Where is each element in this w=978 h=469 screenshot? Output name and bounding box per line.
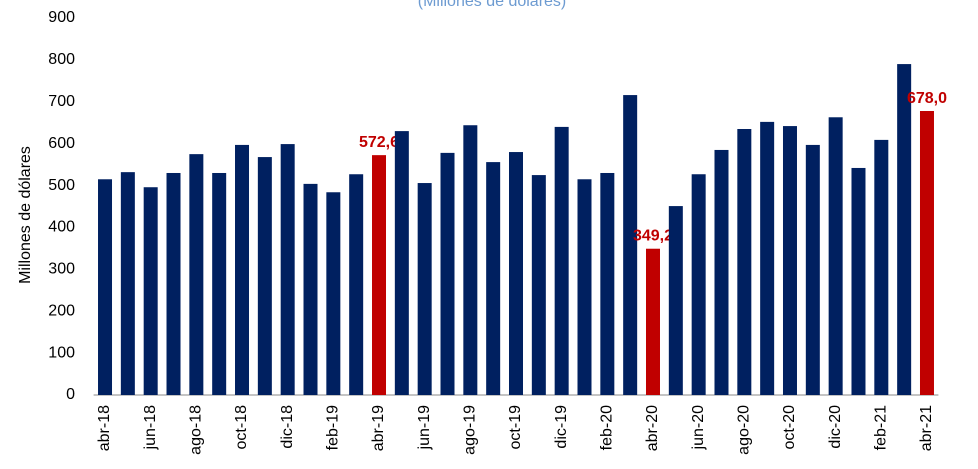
x-tick-label: feb-21 [873,405,890,450]
bar [257,157,272,395]
y-tick-label: 100 [48,344,75,361]
x-tick-label: jun-19 [416,405,433,451]
x-tick-label: jun-20 [690,405,707,451]
y-tick-label: 200 [48,302,75,319]
bar [577,179,592,395]
x-tick-label: dic-19 [553,405,570,449]
bar [623,95,638,395]
y-tick-label: 500 [48,177,75,194]
bar [212,172,227,395]
x-tick-label: feb-20 [599,405,616,450]
x-tick-label: abr-19 [370,405,387,451]
bar [851,167,866,395]
bar [280,144,295,395]
bar [531,175,546,395]
bar [417,183,432,395]
bar [166,172,181,395]
x-tick-label: ago-19 [462,405,479,455]
x-tick-label: dic-20 [827,405,844,449]
bar [828,117,843,395]
bar [805,144,820,395]
bar [98,179,113,395]
bar [645,248,660,395]
bar [143,187,158,395]
y-tick-label: 0 [66,386,75,403]
x-tick-label: ago-20 [736,405,753,455]
x-tick-label: oct-19 [507,405,524,450]
y-axis-label: Millones de dólares [17,146,34,284]
bar [372,155,387,395]
y-tick-label: 400 [48,219,75,236]
bar [235,144,250,395]
y-tick-label: 900 [48,9,75,26]
bar [326,192,341,395]
x-tick-label: dic-18 [279,405,296,449]
y-tick-label: 300 [48,261,75,278]
bar [486,162,501,395]
x-tick-label: oct-18 [233,405,250,450]
bar [737,129,752,395]
bar [189,154,204,395]
value-label: 349,2 [633,228,673,245]
y-tick-label: 600 [48,135,75,152]
bar [714,149,729,395]
x-tick-label: feb-19 [325,405,342,450]
value-label: 678,0 [907,90,947,107]
x-tick-label: abr-18 [96,405,113,451]
bar [600,172,615,395]
chart-subtitle: (Millones de dólares) [418,0,567,10]
y-tick-label: 700 [48,93,75,110]
bar [120,172,135,395]
bar [440,152,455,395]
bar [349,174,364,395]
bar [919,110,934,395]
bar [874,139,889,395]
bar [463,125,478,395]
bar [394,131,409,395]
x-tick-label: abr-20 [644,405,661,451]
value-label: 572,6 [359,134,399,151]
y-tick-label: 800 [48,51,75,68]
bar [897,64,912,396]
bar [509,152,523,395]
x-tick-label: ago-18 [188,405,205,455]
bar [554,126,569,396]
bar [691,174,706,395]
bar [303,183,318,395]
bar [668,206,683,395]
x-tick-label: jun-18 [142,405,159,451]
x-tick-label: abr-21 [918,405,935,451]
bar [760,121,775,395]
x-tick-label: oct-20 [781,405,798,450]
bar [782,126,797,395]
